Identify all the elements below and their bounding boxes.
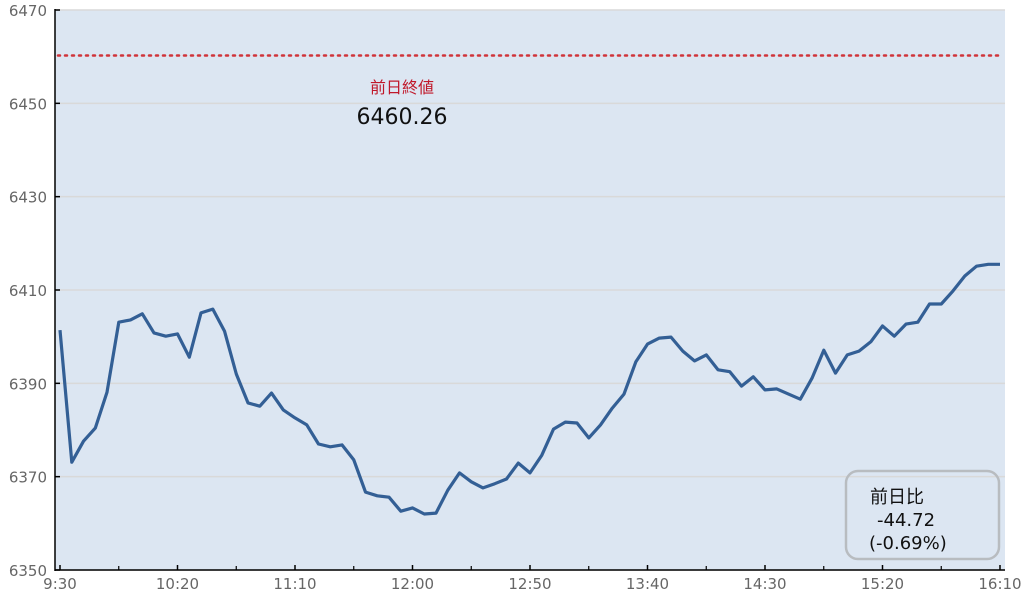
y-tick-label: 6450: [9, 95, 47, 113]
reference-label: 前日終値: [370, 78, 434, 97]
x-axis-ticks: 9:30 10:20 11:10 12:00 12:50 13:40 14:30 15:20 1…: [43, 565, 1022, 593]
x-tick-label: 12:00: [391, 575, 434, 593]
y-tick-label: 6430: [9, 189, 47, 207]
y-tick-label: 6390: [9, 375, 47, 393]
x-tick-label: 10:20: [156, 575, 199, 593]
x-tick-label: 11:10: [273, 575, 316, 593]
x-tick-label: 13:40: [626, 575, 669, 593]
x-tick-label: 16:10: [978, 575, 1021, 593]
change-value: -44.72: [877, 510, 935, 531]
change-percent: (-0.69%): [869, 533, 947, 554]
x-tick-label: 15:20: [861, 575, 904, 593]
change-label: 前日比: [870, 487, 924, 508]
y-tick-label: 6410: [9, 282, 47, 300]
y-axis-ticks: 6350 6370 6390 6410 6430 6450 6470: [9, 2, 60, 580]
x-tick-label: 14:30: [743, 575, 786, 593]
y-tick-label: 6470: [9, 2, 47, 20]
reference-value: 6460.26: [357, 105, 448, 130]
y-tick-label: 6370: [9, 469, 47, 487]
price-series-line: [58, 262, 1000, 516]
change-annotation-box: 前日比 -44.72 (-0.69%): [844, 469, 1001, 561]
x-tick-label: 9:30: [43, 575, 77, 593]
y-tick-label: 6350: [9, 562, 47, 580]
x-tick-label: 12:50: [508, 575, 551, 593]
